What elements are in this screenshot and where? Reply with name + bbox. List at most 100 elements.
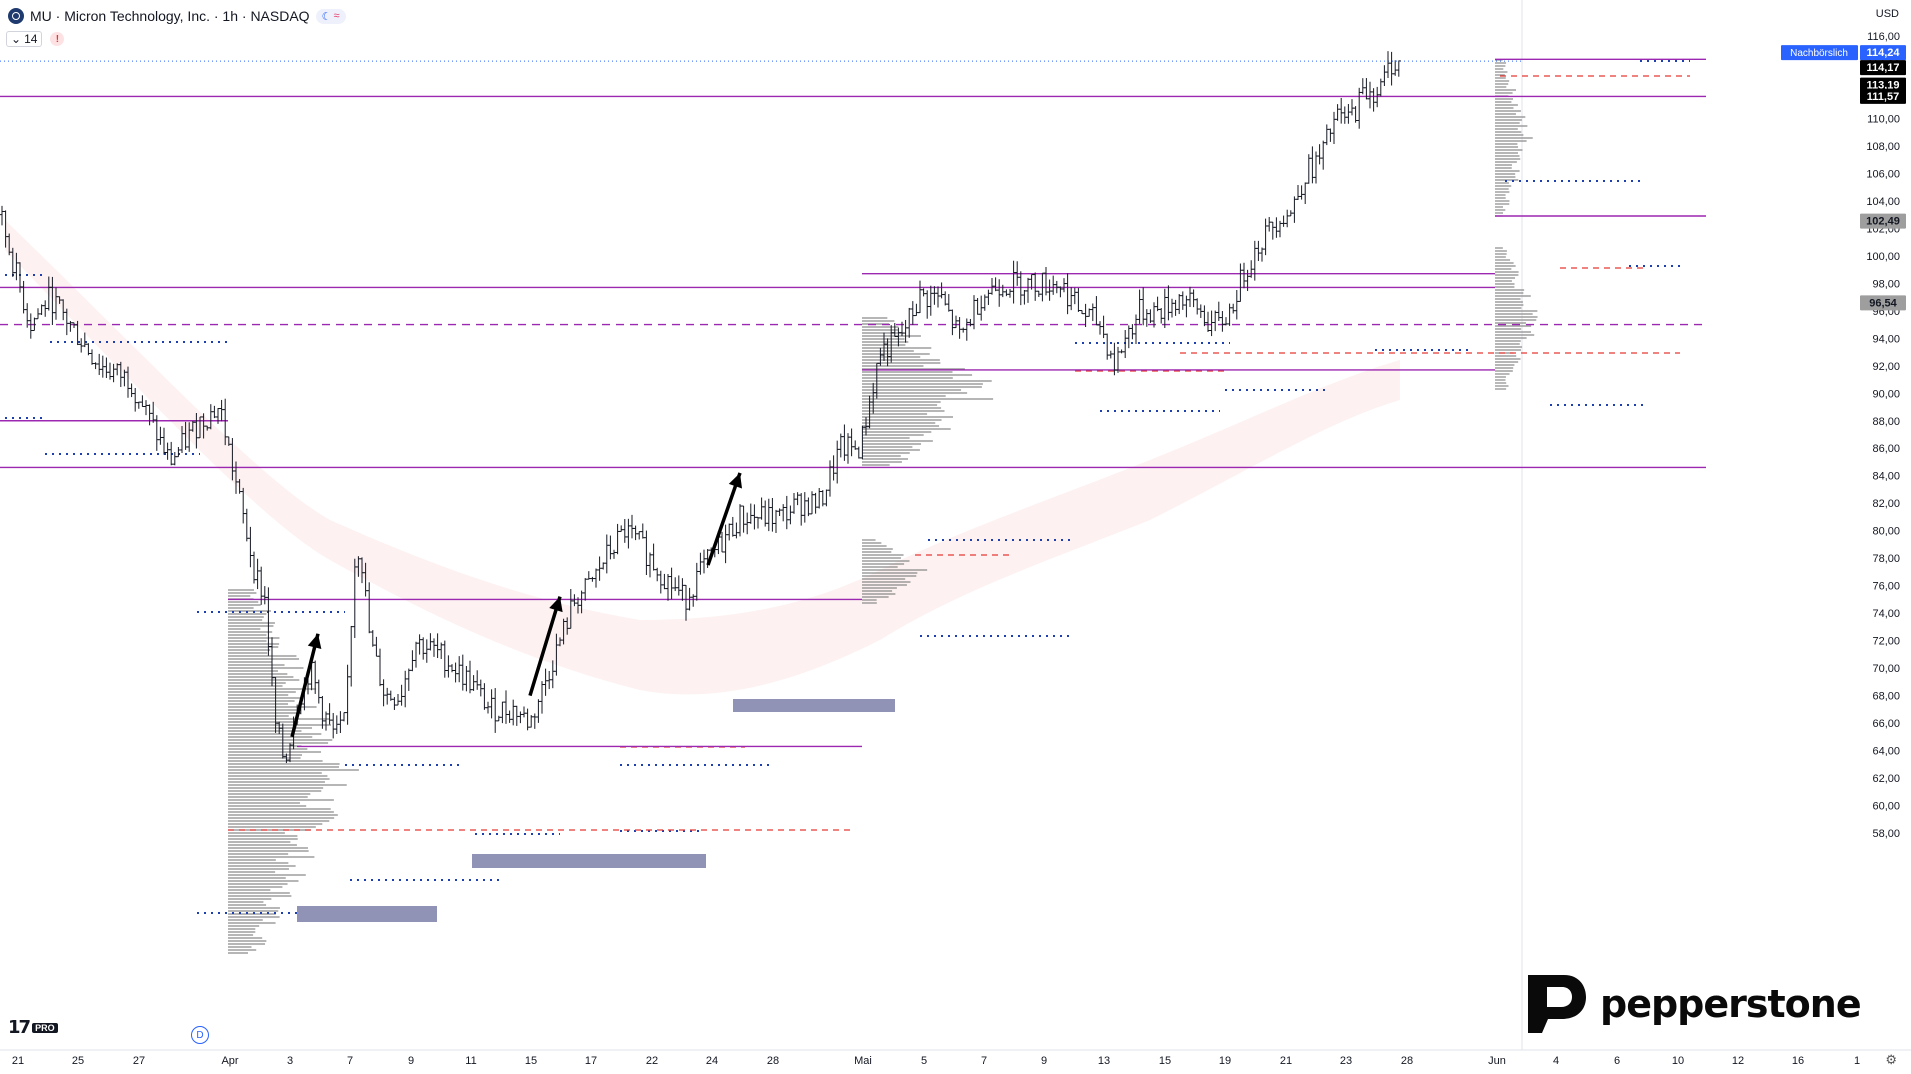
candle[interactable] xyxy=(993,277,998,292)
candle[interactable] xyxy=(1065,273,1070,315)
candle[interactable] xyxy=(327,703,332,725)
candle[interactable] xyxy=(1011,260,1016,304)
candle[interactable] xyxy=(979,295,984,321)
candle[interactable] xyxy=(529,715,534,728)
candle[interactable] xyxy=(1227,303,1232,326)
candle[interactable] xyxy=(1299,185,1304,200)
candle[interactable] xyxy=(655,567,660,582)
candle[interactable] xyxy=(367,582,372,634)
candle[interactable] xyxy=(957,317,962,339)
candle[interactable] xyxy=(1328,128,1333,142)
candle[interactable] xyxy=(547,670,552,690)
candle[interactable] xyxy=(36,308,40,320)
candle[interactable] xyxy=(486,701,490,714)
candle[interactable] xyxy=(925,290,930,319)
candle[interactable] xyxy=(928,285,933,316)
candle[interactable] xyxy=(1231,303,1236,314)
candle[interactable] xyxy=(1184,295,1189,318)
candle[interactable] xyxy=(766,498,771,532)
candle[interactable] xyxy=(406,668,411,691)
candle[interactable] xyxy=(1155,296,1160,312)
candle[interactable] xyxy=(428,633,433,651)
candle[interactable] xyxy=(860,425,865,460)
candle[interactable] xyxy=(633,525,638,541)
candle[interactable] xyxy=(536,699,541,723)
candle[interactable] xyxy=(856,446,861,459)
candle[interactable] xyxy=(1285,209,1290,228)
currency-label[interactable]: USD xyxy=(1875,8,1899,20)
candle[interactable] xyxy=(1180,291,1185,310)
candle[interactable] xyxy=(1317,144,1322,165)
candle[interactable] xyxy=(165,442,170,460)
candle[interactable] xyxy=(471,675,476,691)
candle[interactable] xyxy=(1191,289,1196,308)
candle[interactable] xyxy=(424,639,429,663)
candle[interactable] xyxy=(1350,99,1354,116)
candle[interactable] xyxy=(1101,315,1106,339)
candle[interactable] xyxy=(824,489,829,507)
candle[interactable] xyxy=(241,487,246,524)
candle[interactable] xyxy=(410,650,415,672)
candle[interactable] xyxy=(644,530,649,575)
candle[interactable] xyxy=(612,549,616,559)
candle[interactable] xyxy=(1008,288,1012,298)
candle[interactable] xyxy=(1033,272,1038,301)
candle[interactable] xyxy=(774,509,778,534)
candle[interactable] xyxy=(658,570,663,594)
candle[interactable] xyxy=(72,322,76,328)
candle[interactable] xyxy=(972,295,976,330)
warning-icon[interactable]: ! xyxy=(50,32,65,46)
candle[interactable] xyxy=(698,552,703,575)
candle[interactable] xyxy=(842,424,847,461)
candle[interactable] xyxy=(784,495,789,530)
candle[interactable] xyxy=(1393,60,1398,76)
candle[interactable] xyxy=(1022,289,1027,305)
candle[interactable] xyxy=(1252,240,1257,281)
candle[interactable] xyxy=(1278,220,1282,238)
candle[interactable] xyxy=(1188,286,1192,308)
candle[interactable] xyxy=(342,712,346,722)
candle[interactable] xyxy=(799,493,804,526)
candle[interactable] xyxy=(1234,290,1239,320)
candle[interactable] xyxy=(349,625,354,687)
candle[interactable] xyxy=(752,504,757,530)
candle[interactable] xyxy=(820,490,825,507)
candle[interactable] xyxy=(964,318,969,341)
candle[interactable] xyxy=(172,451,177,466)
candle[interactable] xyxy=(21,280,26,314)
candle[interactable] xyxy=(543,668,548,696)
candle[interactable] xyxy=(810,491,814,515)
candle[interactable] xyxy=(550,660,555,689)
candle[interactable] xyxy=(97,353,102,376)
candle[interactable] xyxy=(111,363,116,383)
candle[interactable] xyxy=(248,526,253,568)
candle[interactable] xyxy=(738,504,742,537)
candle[interactable] xyxy=(745,512,750,535)
candle[interactable] xyxy=(280,723,285,759)
candle[interactable] xyxy=(478,679,483,697)
candle[interactable] xyxy=(1123,329,1128,359)
candle[interactable] xyxy=(572,594,577,607)
candle[interactable] xyxy=(108,362,112,380)
candle[interactable] xyxy=(846,433,850,464)
candle[interactable] xyxy=(1267,216,1272,232)
candle[interactable] xyxy=(961,327,966,333)
candle[interactable] xyxy=(0,205,4,226)
candle[interactable] xyxy=(136,401,141,409)
candle[interactable] xyxy=(720,531,724,553)
candle[interactable] xyxy=(684,584,688,621)
price-tag-gray2[interactable]: 96,54 xyxy=(1860,295,1906,311)
candle[interactable] xyxy=(1249,260,1254,278)
indicators-toggle[interactable]: ⌄ 14 xyxy=(6,31,43,47)
candle[interactable] xyxy=(90,349,94,365)
candle[interactable] xyxy=(1069,287,1074,311)
candle[interactable] xyxy=(100,355,105,378)
candle[interactable] xyxy=(104,357,109,379)
session-toggle[interactable]: ☾ ≈ xyxy=(315,8,346,24)
candle[interactable] xyxy=(1162,288,1167,329)
candle[interactable] xyxy=(932,286,937,305)
candle[interactable] xyxy=(730,516,735,537)
candle[interactable] xyxy=(756,516,760,529)
candle[interactable] xyxy=(1321,140,1326,170)
candle[interactable] xyxy=(770,497,775,532)
